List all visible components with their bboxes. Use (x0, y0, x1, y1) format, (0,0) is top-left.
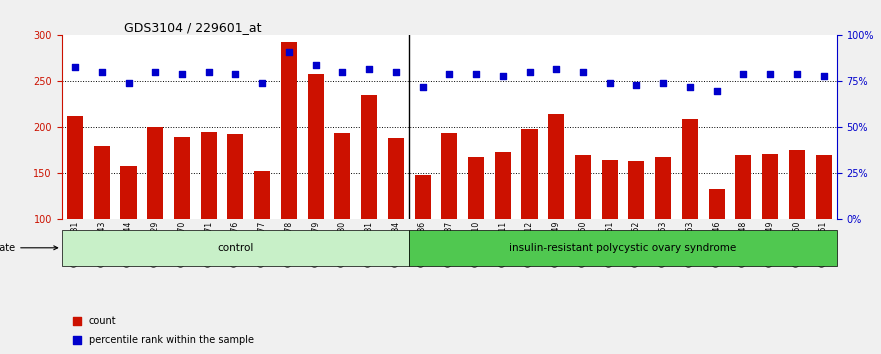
Point (389, 69, 403, 75)
Bar (441, 133, 457, 219)
Point (522, 69, 537, 75)
Bar (254, 171, 270, 219)
Text: control: control (218, 243, 254, 253)
Bar (816, 155, 832, 219)
Point (817, 73, 831, 79)
FancyBboxPatch shape (409, 230, 837, 266)
Point (496, 73, 510, 79)
Point (442, 71, 456, 77)
Bar (281, 42, 297, 219)
Bar (682, 119, 698, 219)
Bar (736, 155, 751, 219)
Bar (227, 134, 243, 219)
Point (629, 82, 643, 88)
Point (70, 337, 85, 343)
Bar (522, 129, 537, 219)
Point (737, 71, 751, 77)
Bar (762, 154, 778, 219)
Text: percentile rank within the sample: percentile rank within the sample (89, 335, 254, 345)
Bar (335, 133, 351, 219)
Point (175, 71, 189, 77)
Bar (575, 155, 591, 219)
Bar (495, 152, 511, 219)
Bar (548, 114, 564, 219)
Bar (388, 138, 403, 219)
Text: count: count (89, 316, 116, 326)
Text: insulin-resistant polycystic ovary syndrome: insulin-resistant polycystic ovary syndr… (509, 243, 737, 253)
Bar (174, 137, 190, 219)
Bar (655, 157, 671, 219)
Bar (93, 146, 110, 219)
Bar (415, 175, 431, 219)
FancyBboxPatch shape (62, 230, 409, 266)
Point (469, 71, 483, 77)
Point (122, 80, 136, 86)
Point (709, 88, 723, 93)
Point (95, 69, 109, 75)
Point (70, 318, 85, 324)
Bar (121, 166, 137, 219)
Point (683, 84, 697, 90)
Bar (788, 150, 805, 219)
Point (416, 84, 430, 90)
Text: disease state: disease state (0, 243, 57, 253)
Point (603, 80, 617, 86)
Point (68, 64, 82, 69)
Bar (708, 189, 725, 219)
Point (576, 69, 590, 75)
Bar (147, 126, 163, 219)
Point (656, 80, 670, 86)
Point (255, 80, 270, 86)
Bar (361, 95, 377, 219)
Point (336, 69, 350, 75)
Point (282, 49, 296, 55)
Bar (468, 157, 484, 219)
Bar (67, 116, 83, 219)
Point (549, 66, 563, 72)
Text: GDS3104 / 229601_at: GDS3104 / 229601_at (123, 21, 261, 34)
Bar (602, 160, 618, 219)
Point (308, 62, 322, 68)
Bar (201, 132, 217, 219)
Point (763, 71, 777, 77)
Bar (628, 161, 645, 219)
Point (228, 71, 242, 77)
Point (362, 66, 376, 72)
Point (789, 71, 803, 77)
Bar (307, 74, 323, 219)
Point (148, 69, 162, 75)
Point (202, 69, 216, 75)
